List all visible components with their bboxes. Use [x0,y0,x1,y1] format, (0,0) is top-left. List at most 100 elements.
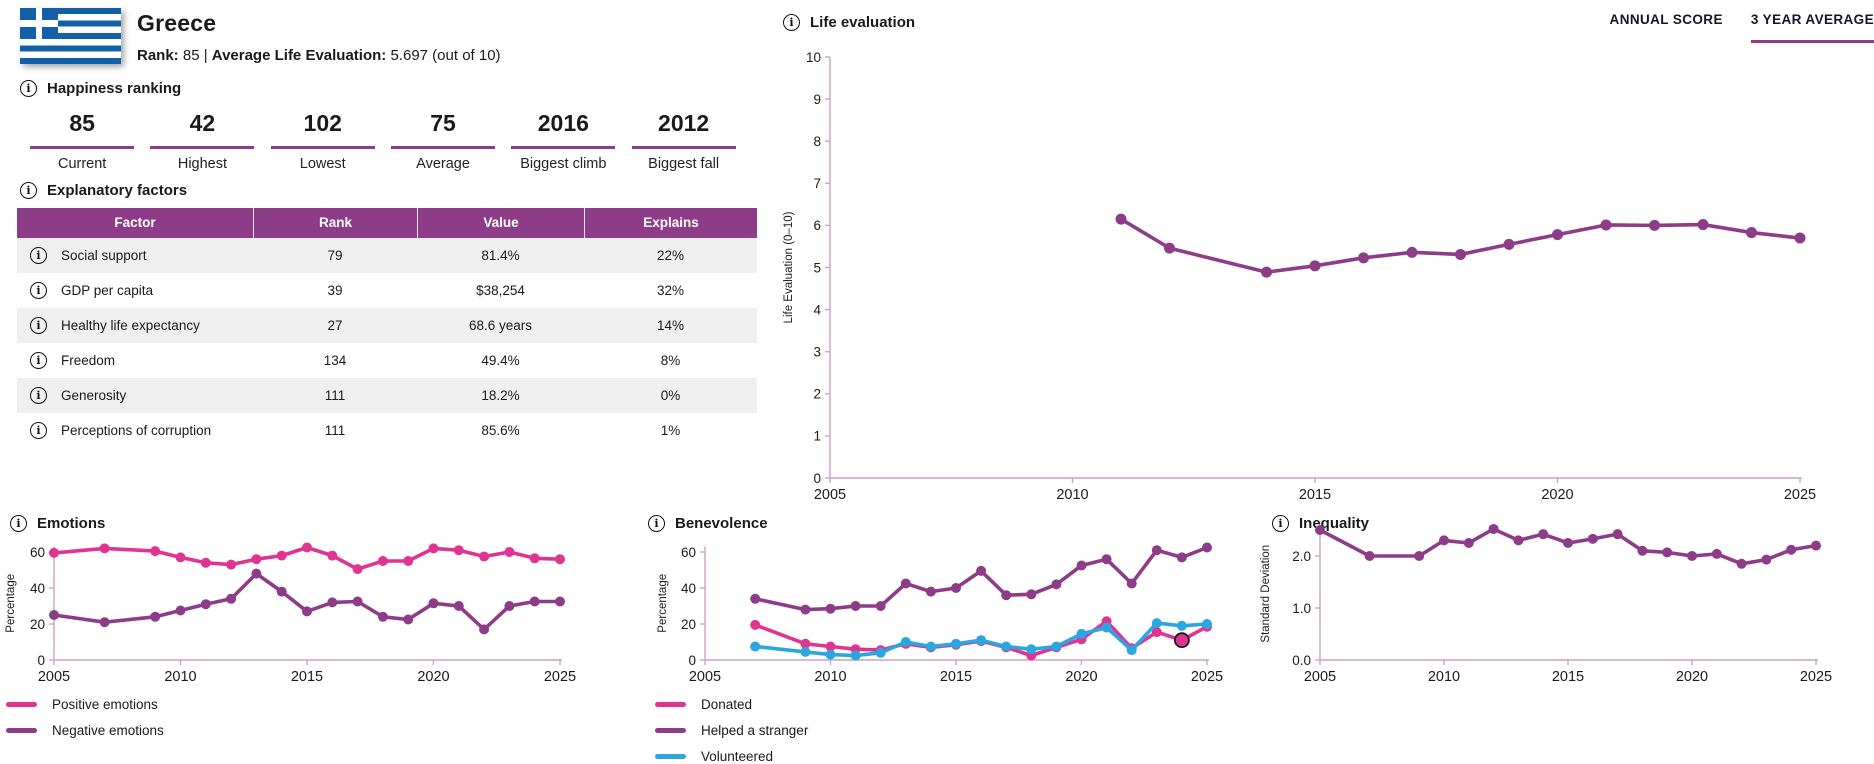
positive-emotions-point[interactable] [377,556,388,566]
positive-emotions-point[interactable] [302,542,312,553]
helped-a-stranger-point[interactable] [1076,560,1087,571]
tab-3-year-average[interactable]: 3 YEAR AVERAGE [1750,12,1874,43]
info-icon[interactable]: i [648,515,665,532]
life-evaluation-3-year-average--point[interactable] [1503,238,1515,250]
inequality-of-life-evaluation-point[interactable] [1488,523,1499,534]
inequality-of-life-evaluation-point[interactable] [1538,529,1549,540]
helped-a-stranger-point[interactable] [825,603,836,614]
volunteered-point[interactable] [875,647,886,658]
inequality-of-life-evaluation-point[interactable] [1811,540,1821,551]
positive-emotions-point[interactable] [352,564,363,575]
info-icon[interactable]: i [30,282,47,299]
positive-emotions-point[interactable] [276,550,287,561]
life-evaluation-3-year-average--point[interactable] [1552,229,1563,241]
inequality-of-life-evaluation-point[interactable] [1364,551,1375,561]
info-icon[interactable]: i [20,182,37,199]
negative-emotions-point[interactable] [276,586,287,597]
volunteered-point[interactable] [750,641,761,652]
info-icon[interactable]: i [30,247,47,264]
negative-emotions-point[interactable] [150,611,161,622]
volunteered-point[interactable] [976,635,987,646]
positive-emotions-point[interactable] [428,543,439,554]
info-icon[interactable]: i [783,14,800,31]
helped-a-stranger-point[interactable] [900,578,911,589]
info-icon[interactable]: i [30,352,47,369]
inequality-of-life-evaluation-point[interactable] [1662,547,1673,558]
helped-a-stranger-point[interactable] [850,601,861,611]
negative-emotions-point[interactable] [49,610,59,620]
positive-emotions-point[interactable] [49,547,59,558]
volunteered-point[interactable] [1101,622,1112,633]
positive-emotions-point[interactable] [99,543,110,554]
volunteered-point[interactable] [800,646,811,657]
positive-emotions-point[interactable] [403,556,414,566]
volunteered-point[interactable] [1051,641,1062,652]
inequality-of-life-evaluation-point[interactable] [1587,533,1598,544]
helped-a-stranger-point[interactable] [1176,552,1187,563]
inequality-of-life-evaluation-point[interactable] [1439,535,1449,546]
donated-point[interactable] [800,638,811,649]
inequality-of-life-evaluation-point[interactable] [1612,529,1623,540]
helped-a-stranger-point[interactable] [1126,578,1137,589]
helped-a-stranger-point[interactable] [1026,589,1037,600]
life-evaluation-3-year-average--point[interactable] [1649,219,1660,231]
positive-emotions-point[interactable] [479,551,490,562]
negative-emotions-point[interactable] [479,624,490,635]
life-evaluation-3-year-average--point[interactable] [1406,246,1418,258]
negative-emotions-point[interactable] [428,598,439,609]
volunteered-point[interactable] [1202,619,1212,629]
volunteered-point[interactable] [925,641,936,652]
inequality-of-life-evaluation-point[interactable] [1786,544,1797,555]
positive-emotions-point[interactable] [200,557,211,568]
helped-a-stranger-point[interactable] [1051,579,1062,590]
donated-point[interactable] [825,641,836,652]
volunteered-point[interactable] [1076,628,1087,639]
life-evaluation-3-year-average--point[interactable] [1697,219,1709,231]
helped-a-stranger-point[interactable] [1202,542,1212,553]
volunteered-point[interactable] [900,637,911,647]
positive-emotions-point[interactable] [226,559,237,570]
positive-emotions-point[interactable] [453,545,464,556]
life-evaluation-3-year-average--point[interactable] [1794,232,1806,244]
life-evaluation-3-year-average--point[interactable] [1600,219,1612,231]
info-icon[interactable]: i [30,317,47,334]
positive-emotions-point[interactable] [529,553,540,564]
negative-emotions-point[interactable] [302,606,312,617]
negative-emotions-point[interactable] [327,597,338,608]
info-icon[interactable]: i [1272,515,1289,532]
volunteered-point[interactable] [951,638,961,649]
positive-emotions-point[interactable] [150,546,161,557]
helped-a-stranger-point[interactable] [951,583,961,593]
volunteered-point[interactable] [1151,618,1162,629]
info-icon[interactable]: i [30,387,47,404]
life-evaluation-3-year-average--point[interactable] [1358,252,1369,264]
inequality-of-life-evaluation-point[interactable] [1414,551,1425,561]
helped-a-stranger-point[interactable] [925,586,936,597]
positive-emotions-point[interactable] [327,550,338,561]
inequality-of-life-evaluation-point[interactable] [1637,545,1648,556]
helped-a-stranger-point[interactable] [875,601,886,611]
donated-point[interactable] [1151,627,1162,638]
inequality-of-life-evaluation-point[interactable] [1711,548,1722,559]
info-icon[interactable]: i [20,80,37,97]
life-evaluation-3-year-average--point[interactable] [1261,266,1272,278]
inequality-of-life-evaluation-point[interactable] [1513,535,1524,546]
donated-point[interactable] [750,619,761,630]
volunteered-point[interactable] [1026,644,1037,655]
helped-a-stranger-point[interactable] [1101,554,1112,565]
helped-a-stranger-point[interactable] [1001,590,1012,601]
negative-emotions-point[interactable] [453,601,464,611]
life-evaluation-3-year-average--point[interactable] [1309,260,1321,272]
volunteered-point[interactable] [1001,641,1012,652]
negative-emotions-point[interactable] [352,596,363,607]
helped-a-stranger-point[interactable] [800,604,811,615]
helped-a-stranger-point[interactable] [750,593,761,604]
inequality-of-life-evaluation-point[interactable] [1761,554,1772,565]
tab-annual-score[interactable]: ANNUAL SCORE [1609,12,1723,27]
negative-emotions-point[interactable] [200,599,211,610]
inequality-of-life-evaluation-point[interactable] [1563,538,1573,548]
positive-emotions-point[interactable] [504,547,515,557]
negative-emotions-point[interactable] [504,601,515,611]
positive-emotions-point[interactable] [175,552,186,563]
inequality-of-life-evaluation-point[interactable] [1736,558,1747,569]
